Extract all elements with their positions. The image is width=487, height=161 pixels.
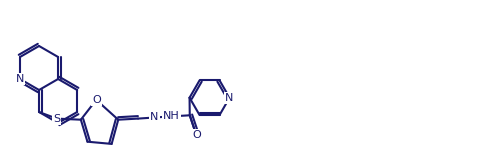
Text: O: O: [92, 95, 101, 105]
Text: N: N: [150, 113, 159, 123]
Text: N: N: [16, 74, 24, 84]
Text: S: S: [53, 114, 60, 124]
Text: NH: NH: [163, 111, 179, 121]
Text: N: N: [225, 93, 234, 103]
Text: O: O: [192, 130, 201, 140]
